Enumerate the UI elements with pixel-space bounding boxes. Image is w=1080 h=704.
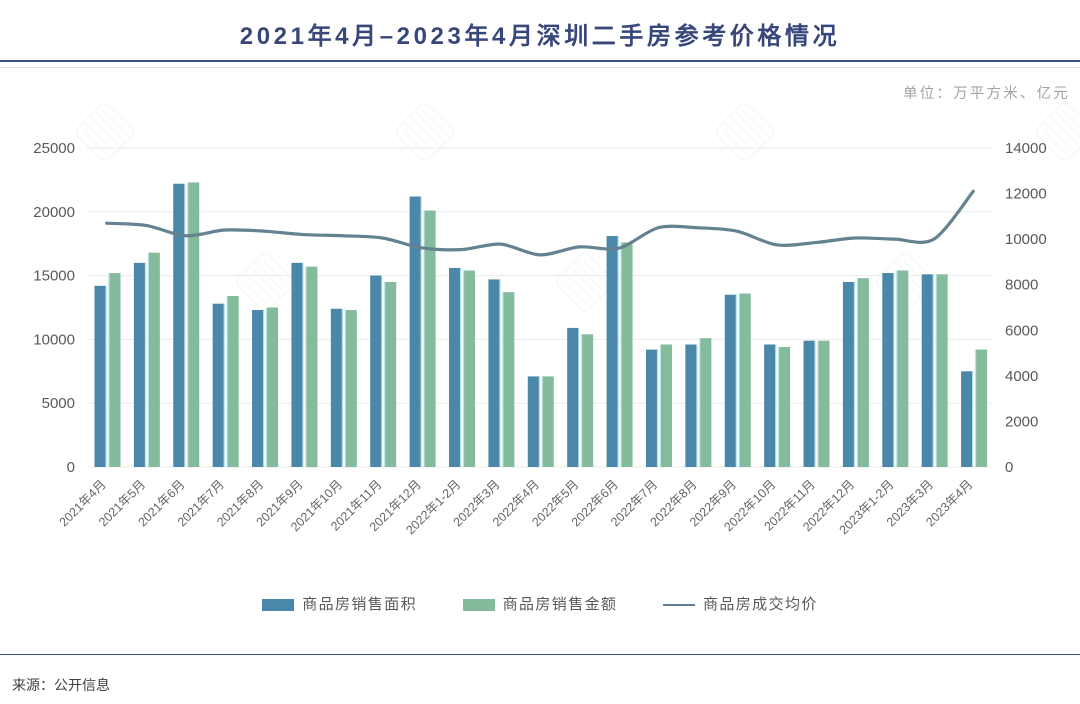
svg-text:10000: 10000 (1005, 231, 1047, 248)
svg-text:2000: 2000 (1005, 413, 1038, 430)
svg-text:5000: 5000 (42, 395, 75, 412)
svg-text:0: 0 (1005, 459, 1013, 476)
svg-text:15000: 15000 (33, 268, 75, 285)
svg-text:8000: 8000 (1005, 277, 1038, 294)
svg-text:4000: 4000 (1005, 368, 1038, 385)
svg-text:10000: 10000 (33, 331, 75, 348)
svg-text:0: 0 (67, 459, 75, 476)
svg-text:6000: 6000 (1005, 322, 1038, 339)
svg-text:12000: 12000 (1005, 186, 1047, 203)
svg-text:25000: 25000 (33, 140, 75, 157)
svg-text:14000: 14000 (1005, 140, 1047, 157)
svg-text:20000: 20000 (33, 204, 75, 221)
